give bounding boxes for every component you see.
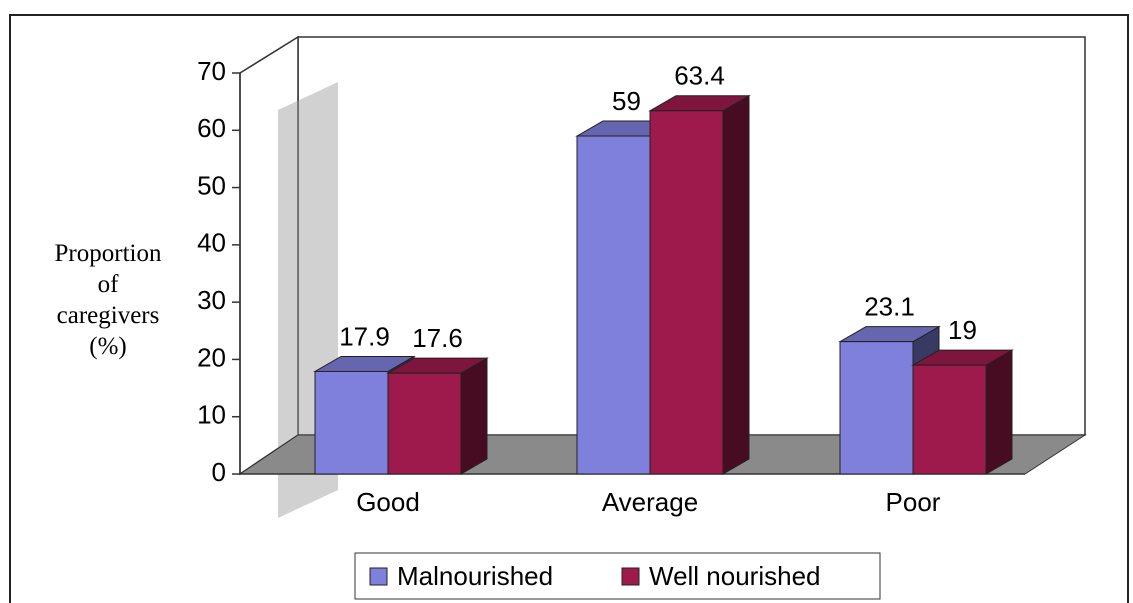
value-label: 17.6 bbox=[412, 323, 463, 353]
legend-swatch bbox=[621, 567, 640, 586]
y-tick-label: 20 bbox=[197, 342, 226, 372]
legend bbox=[354, 552, 881, 600]
y-tick-label: 10 bbox=[197, 400, 226, 430]
legend-label: Malnourished bbox=[397, 561, 553, 591]
x-tick-label: Good bbox=[356, 487, 420, 517]
value-label: 23.1 bbox=[864, 292, 915, 322]
legend-label: Well nourished bbox=[649, 561, 821, 591]
value-label: 59 bbox=[612, 86, 641, 116]
legend-swatch bbox=[369, 567, 388, 586]
y-tick-label: 30 bbox=[197, 285, 226, 315]
bar bbox=[387, 372, 462, 475]
y-tick-label: 60 bbox=[197, 113, 226, 143]
bar-side bbox=[460, 357, 488, 475]
x-tick-label: Average bbox=[602, 487, 698, 517]
bar bbox=[649, 110, 724, 475]
y-tick-label: 0 bbox=[212, 457, 226, 487]
bar bbox=[314, 370, 389, 475]
bar bbox=[839, 341, 914, 475]
y-tick-label: 50 bbox=[197, 170, 226, 200]
value-label: 63.4 bbox=[674, 61, 725, 91]
y-tick-label: 70 bbox=[197, 56, 226, 86]
value-label: 19 bbox=[948, 315, 977, 345]
bar-side bbox=[985, 349, 1013, 475]
bar bbox=[912, 364, 987, 475]
x-tick-label: Poor bbox=[886, 487, 941, 517]
value-label: 17.9 bbox=[339, 321, 390, 351]
bar-side bbox=[722, 94, 750, 475]
y-axis-label: Proportion of caregivers (%) bbox=[55, 240, 162, 360]
y-tick-label: 40 bbox=[197, 228, 226, 258]
bar bbox=[576, 135, 651, 475]
